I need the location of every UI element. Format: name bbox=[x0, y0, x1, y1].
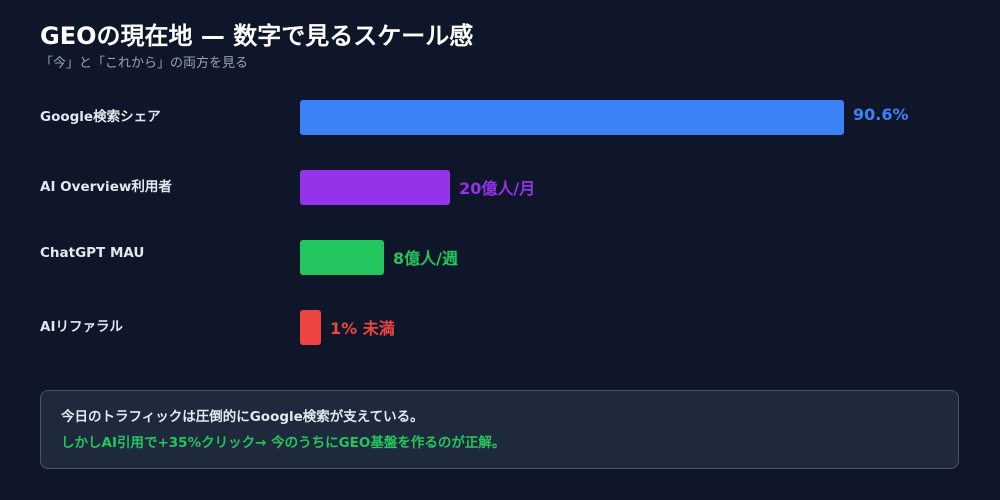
value-label: 8億人/週 bbox=[393, 249, 459, 268]
bar bbox=[300, 240, 385, 275]
category-label: Google検索シェア bbox=[40, 109, 161, 125]
category-label: AIリファラル bbox=[40, 319, 123, 335]
summary-note: 今日のトラフィックは圧倒的にGoogle検索が支えている。 しかしAI引用で+3… bbox=[40, 390, 959, 469]
value-label: 1% 未満 bbox=[330, 319, 395, 338]
bar-chart: Google検索シェア 90.6% AI Overview利用者 20億人/月 Chat… bbox=[40, 100, 909, 345]
bar bbox=[300, 100, 844, 135]
bar bbox=[300, 170, 451, 205]
bar bbox=[300, 310, 321, 345]
page-subtitle: 「今」と「これから」の両方を見る bbox=[40, 56, 249, 71]
category-label: AI Overview利用者 bbox=[40, 179, 172, 195]
note-line-current: 今日のトラフィックは圧倒的にGoogle検索が支えている。 bbox=[61, 409, 424, 425]
note-line-future: しかしAI引用で+35%クリック→ 今のうちにGEO基盤を作るのが正解。 bbox=[61, 435, 506, 451]
value-label: 90.6% bbox=[853, 105, 909, 124]
page-title: GEOの現在地 — 数字で見るスケール感 bbox=[40, 22, 474, 50]
category-label: ChatGPT MAU bbox=[40, 245, 145, 261]
value-label: 20億人/月 bbox=[459, 179, 536, 198]
